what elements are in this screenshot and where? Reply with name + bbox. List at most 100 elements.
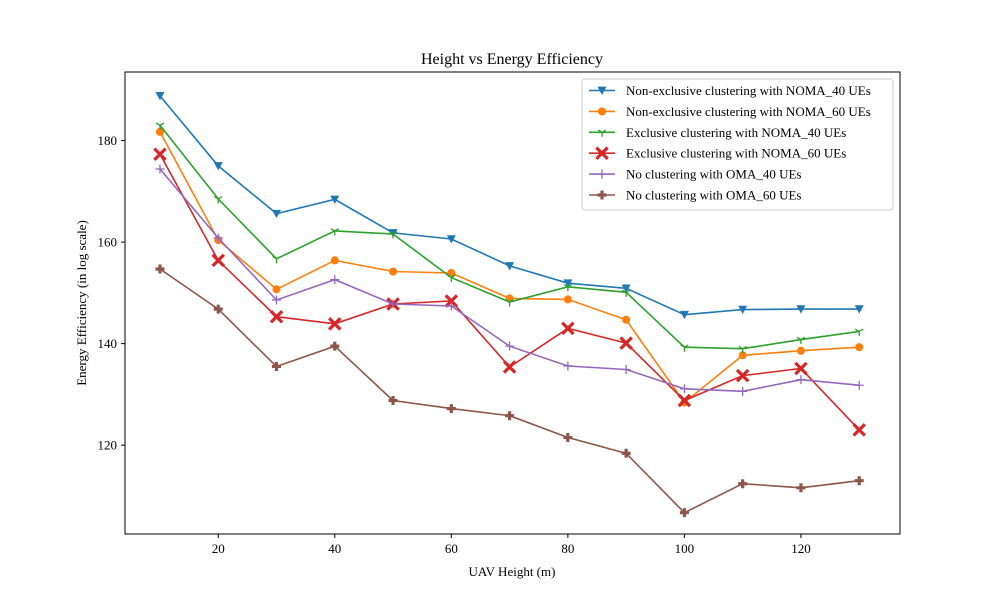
data-point: [796, 375, 806, 385]
data-point: [505, 262, 515, 271]
x-tick-label: 20: [212, 541, 225, 556]
data-point: [796, 305, 806, 314]
data-point: [619, 336, 633, 350]
data-point: [563, 361, 573, 371]
data-point: [211, 253, 225, 268]
data-point: [505, 299, 514, 307]
legend-label: Exclusive clustering with NOMA_60 UEs: [626, 146, 846, 161]
data-point: [505, 411, 515, 421]
data-point: [213, 162, 223, 171]
data-point: [563, 283, 573, 292]
data-point: [597, 86, 607, 95]
data-point: [272, 361, 282, 371]
data-point: [854, 380, 864, 390]
data-point: [621, 448, 631, 458]
data-point: [330, 228, 340, 236]
data-point: [852, 423, 866, 437]
y-tick-label: 120: [98, 438, 118, 453]
data-point: [679, 384, 689, 394]
legend-item: No clustering with OMA_60 UEs: [589, 188, 802, 203]
series-3: [155, 122, 864, 354]
data-point: [155, 92, 165, 101]
data-point: [213, 304, 223, 314]
data-point: [444, 294, 459, 308]
data-point: [679, 310, 689, 320]
data-point: [330, 341, 340, 351]
data-point: [155, 122, 165, 130]
series-layer: [153, 92, 866, 518]
data-point: [446, 301, 456, 311]
data-point: [854, 328, 864, 336]
data-point: [796, 483, 806, 493]
x-tick-label: 40: [328, 541, 341, 556]
data-point: [738, 305, 748, 315]
data-point: [854, 476, 864, 486]
data-point: [563, 295, 572, 304]
data-point: [621, 289, 631, 297]
data-point: [738, 351, 747, 360]
data-point: [447, 268, 456, 278]
data-point: [269, 309, 284, 324]
data-point: [621, 284, 631, 293]
data-point: [213, 233, 223, 243]
data-point: [213, 196, 223, 204]
x-axis: 20 40 60 80 100 120: [212, 534, 811, 556]
data-point: [677, 393, 692, 408]
data-point: [621, 365, 631, 375]
data-point: [794, 361, 808, 376]
legend-item: Non-exclusive clustering with NOMA_60 UE…: [589, 104, 871, 119]
legend-label: No clustering with OMA_40 UEs: [626, 167, 802, 182]
legend-item: Non-exclusive clustering with NOMA_40 UE…: [589, 83, 871, 98]
x-tick-label: 120: [791, 541, 811, 556]
data-point: [563, 433, 573, 443]
legend-label: Non-exclusive clustering with NOMA_40 UE…: [626, 83, 871, 98]
data-point: [680, 344, 689, 352]
data-point: [153, 147, 167, 162]
legend-label: Exclusive clustering with NOMA_40 UEs: [626, 125, 846, 140]
legend-item: No clustering with OMA_40 UEs: [589, 167, 802, 182]
data-point: [796, 346, 805, 355]
series-1: [155, 92, 864, 320]
data-point: [388, 267, 398, 276]
data-point: [738, 386, 748, 396]
data-point: [563, 279, 573, 288]
data-point: [155, 164, 165, 174]
y-axis: 120 140 160 180: [98, 133, 125, 453]
data-point: [388, 231, 398, 239]
data-point: [388, 299, 398, 309]
data-point: [155, 264, 165, 274]
data-point: [272, 285, 281, 294]
data-point: [272, 209, 282, 219]
data-point: [597, 190, 607, 200]
data-point: [597, 169, 607, 179]
data-point: [738, 479, 748, 489]
data-point: [330, 256, 339, 265]
y-axis-label: Energy Efficiency (in log scale): [74, 220, 89, 386]
data-point: [505, 341, 515, 351]
y-tick-label: 140: [98, 336, 118, 351]
data-point: [502, 360, 517, 374]
data-point: [388, 395, 398, 405]
y-tick-label: 160: [98, 235, 118, 250]
data-point: [679, 508, 689, 518]
y-tick-label: 180: [98, 133, 118, 148]
legend: Non-exclusive clustering with NOMA_40 UE…: [581, 78, 894, 211]
data-point: [735, 368, 750, 383]
legend-box: [581, 78, 894, 211]
data-point: [796, 336, 806, 345]
x-axis-label: UAV Height (m): [469, 564, 556, 579]
x-tick-label: 80: [561, 541, 574, 556]
data-point: [597, 129, 607, 137]
data-point: [622, 315, 631, 324]
data-point: [855, 343, 864, 352]
data-point: [330, 195, 340, 204]
data-point: [447, 274, 456, 283]
series-4: [153, 147, 866, 437]
data-point: [155, 127, 165, 136]
series-6: [155, 264, 864, 518]
legend-item: Exclusive clustering with NOMA_40 UEs: [589, 125, 846, 140]
data-point: [854, 305, 864, 314]
plot-area: [124, 71, 901, 535]
data-point: [446, 235, 456, 244]
